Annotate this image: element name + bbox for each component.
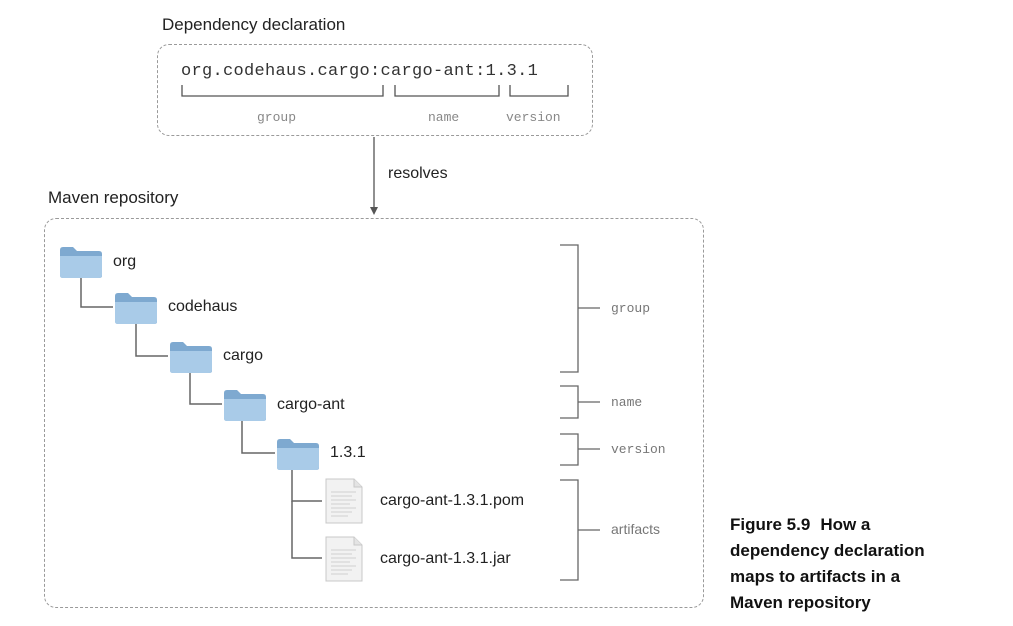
file-label-pom: cargo-ant-1.3.1.pom bbox=[380, 492, 525, 509]
version-bracket bbox=[560, 433, 600, 466]
name-label: name bbox=[428, 110, 460, 125]
coordinate-name: cargo-ant bbox=[380, 62, 476, 81]
folder-icon bbox=[170, 342, 212, 373]
group-bracket bbox=[560, 244, 600, 373]
group-underline-bracket bbox=[181, 85, 384, 97]
repository-title: Maven repository bbox=[48, 188, 179, 207]
resolves-label: resolves bbox=[388, 165, 448, 182]
figure-caption: Figure 5.9 How a dependency declaration m… bbox=[730, 512, 1000, 616]
folder-icon bbox=[60, 247, 102, 278]
coordinate-separator: : bbox=[370, 62, 381, 81]
repo-artifacts-label: artifacts bbox=[611, 521, 661, 537]
version-label: version bbox=[506, 110, 561, 125]
folder-label-codehaus: codehaus bbox=[168, 298, 238, 315]
folder-label-cargo: cargo bbox=[223, 347, 264, 364]
coordinate-separator: : bbox=[475, 62, 486, 81]
repository-box bbox=[44, 218, 704, 608]
artifacts-bracket bbox=[560, 479, 600, 581]
repo-version-label: version bbox=[611, 442, 666, 457]
repo-name-label: name bbox=[611, 395, 643, 410]
file-icon bbox=[325, 478, 363, 524]
figure-number: Figure 5.9 bbox=[730, 515, 811, 534]
group-label: group bbox=[257, 110, 297, 125]
version-underline-bracket bbox=[509, 85, 569, 97]
declaration-title: Dependency declaration bbox=[162, 15, 346, 34]
caption-line: Figure 5.9 How a bbox=[730, 512, 1000, 538]
repo-group-label: group bbox=[611, 301, 651, 316]
folder-icon bbox=[224, 390, 266, 421]
folder-label-version: 1.3.1 bbox=[330, 444, 366, 461]
caption-line: dependency declaration bbox=[730, 541, 925, 560]
name-bracket bbox=[560, 385, 600, 419]
caption-line: Maven repository bbox=[730, 593, 871, 612]
dependency-coordinate: org.codehaus.cargo:cargo-ant:1.3.1 bbox=[181, 62, 538, 81]
folder-icon bbox=[115, 293, 157, 324]
caption-text: How a bbox=[820, 515, 871, 534]
coordinate-version: 1.3.1 bbox=[485, 62, 539, 81]
caption-line: maps to artifacts in a bbox=[730, 567, 901, 586]
file-icon bbox=[325, 536, 363, 582]
coordinate-group: org.codehaus.cargo bbox=[181, 62, 371, 81]
file-label-jar: cargo-ant-1.3.1.jar bbox=[380, 550, 511, 567]
declaration-box bbox=[157, 44, 593, 136]
name-underline-bracket bbox=[394, 85, 500, 97]
folder-icon bbox=[277, 439, 319, 470]
folder-label-org: org bbox=[113, 253, 137, 270]
folder-label-cargo-ant: cargo-ant bbox=[277, 396, 345, 413]
